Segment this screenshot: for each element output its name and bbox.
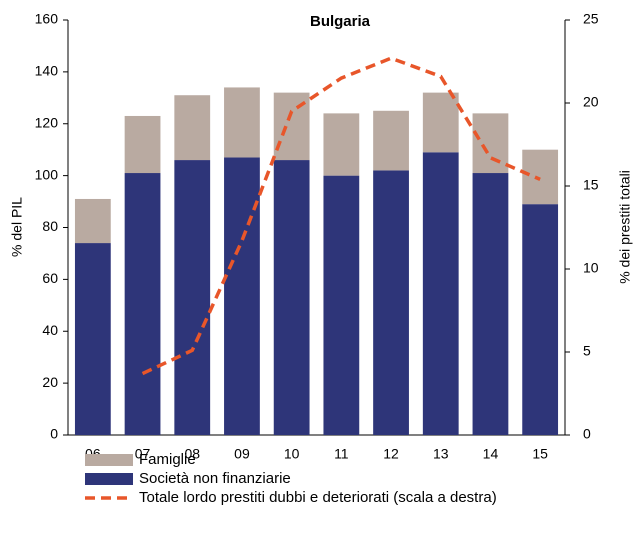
bar xyxy=(472,113,509,174)
y-tick-label: 40 xyxy=(42,322,58,338)
x-tick-label: 13 xyxy=(433,446,449,462)
y-tick-label: 20 xyxy=(42,374,58,390)
bar xyxy=(522,149,559,205)
x-tick-label: 10 xyxy=(284,446,300,462)
bar xyxy=(472,173,509,435)
y-tick-label: 120 xyxy=(35,114,59,130)
x-tick-label: 12 xyxy=(383,446,399,462)
y-tick-label: 60 xyxy=(42,270,58,286)
x-tick-label: 08 xyxy=(184,446,200,462)
bar xyxy=(74,198,111,244)
bar xyxy=(174,95,211,161)
y-tick-label: 140 xyxy=(35,63,59,79)
bar xyxy=(224,157,260,435)
y2-tick-label: 25 xyxy=(583,11,599,27)
y2-axis-label: % dei prestiti totali xyxy=(617,170,633,284)
y2-tick-label: 20 xyxy=(583,94,599,110)
bar xyxy=(323,113,360,176)
bar xyxy=(124,115,161,174)
bar xyxy=(273,160,310,435)
legend-swatch xyxy=(85,473,133,485)
y-tick-label: 0 xyxy=(50,426,58,442)
bar xyxy=(422,92,459,153)
bar xyxy=(373,110,409,171)
y-tick-label: 100 xyxy=(35,166,59,182)
bar xyxy=(224,87,260,158)
y-tick-label: 80 xyxy=(42,218,58,234)
y-tick-label: 160 xyxy=(35,11,59,27)
legend-label: Società non finanziarie xyxy=(139,470,291,487)
legend-swatch xyxy=(85,454,133,466)
legend-label: Famiglie xyxy=(139,451,196,468)
bar xyxy=(124,173,161,435)
bar xyxy=(422,152,459,435)
x-tick-label: 14 xyxy=(483,446,499,462)
x-tick-label: 07 xyxy=(135,446,151,462)
y-axis-label: % del PIL xyxy=(9,197,25,257)
y2-tick-label: 5 xyxy=(583,343,591,359)
bar xyxy=(323,175,360,435)
chart-title: Bulgaria xyxy=(310,13,371,30)
x-tick-label: 09 xyxy=(234,446,250,462)
x-tick-label: 15 xyxy=(532,446,548,462)
bar xyxy=(522,204,559,435)
bar xyxy=(74,243,111,435)
y2-tick-label: 0 xyxy=(583,426,591,442)
line xyxy=(141,56,541,376)
bar xyxy=(174,160,211,435)
legend-label: Totale lordo prestiti dubbi e deteriorat… xyxy=(139,489,497,506)
bar xyxy=(373,170,409,435)
x-tick-label: 11 xyxy=(334,446,349,462)
y2-tick-label: 15 xyxy=(583,177,599,193)
y2-tick-label: 10 xyxy=(583,260,599,276)
